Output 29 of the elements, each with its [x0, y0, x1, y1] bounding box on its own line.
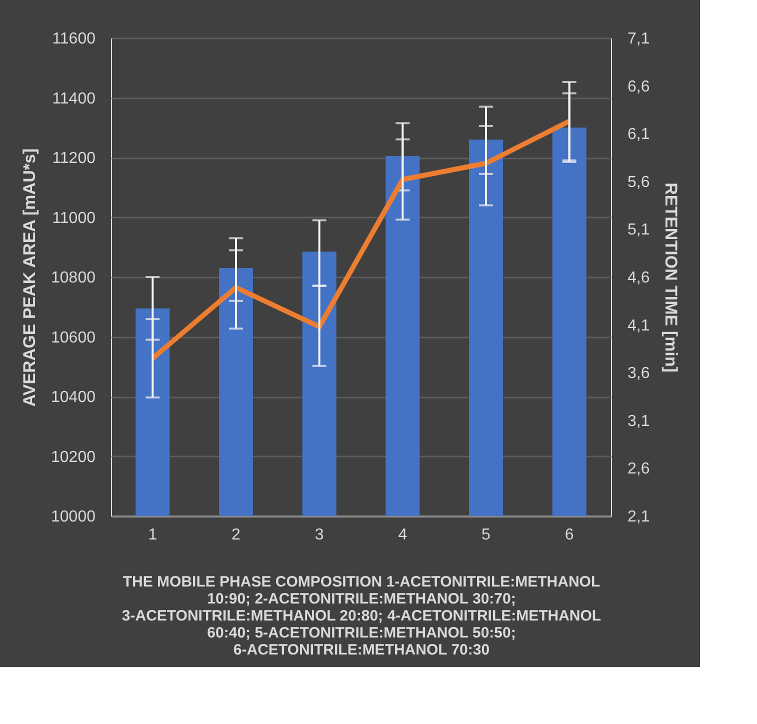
x-tick-label: 3	[314, 526, 324, 544]
y2-tick-label: 2,1	[628, 508, 650, 526]
y2-tick-label: 4,6	[628, 270, 650, 286]
y2-tick-label: 6,6	[628, 78, 650, 96]
x-axis-title: THE MOBILE PHASE COMPOSITION 1-ACETONITRILE:METHANOL 10:90; 2-ACETONITRILE:METHANOL 30:70; 3-ACETONITRILE:METHANOL 20:80; 4-ACETONITRILE:METHANOL 60:40; 5-ACETONITRILE:METHANOL 50:50; 6-ACETONITRILE:METHANOL 70:30	[122, 574, 602, 658]
y2-tick-label: 3,6	[628, 365, 650, 382]
y2-tick-label: 3,1	[628, 412, 650, 430]
y-tick-label: 10800	[51, 270, 96, 286]
y-axis-title: AVERAGE PEAK AREA [mAU*s]	[20, 148, 40, 407]
x-tick-label: 5	[482, 526, 491, 544]
x-tick-label: 6	[564, 526, 574, 544]
y-tick-label: 11200	[52, 150, 96, 167]
y-tick-label: 11000	[52, 210, 96, 227]
y-tick-label: 11600	[52, 30, 96, 48]
y-tick-label: 10000	[51, 508, 96, 526]
x-tick-label: 1	[148, 526, 158, 544]
y2-tick-label: 2,6	[628, 460, 650, 478]
y-tick-label: 11400	[52, 90, 96, 108]
y2-tick-label: 6,1	[628, 126, 650, 144]
y-tick-label: 10400	[51, 389, 96, 406]
x-tick-label: 2	[232, 526, 241, 544]
x-tick-label: 4	[398, 526, 408, 544]
y2-tick-label: 5,1	[628, 222, 650, 239]
y2-tick-label: 4,1	[628, 317, 650, 334]
y2-tick-label: 7,1	[628, 30, 650, 48]
y-tick-label: 10600	[51, 329, 96, 346]
y2-axis-title: RETENTION TIME [min]	[662, 182, 681, 372]
y-tick-label: 10200	[51, 448, 96, 466]
y2-tick-label: 5,6	[628, 174, 650, 191]
